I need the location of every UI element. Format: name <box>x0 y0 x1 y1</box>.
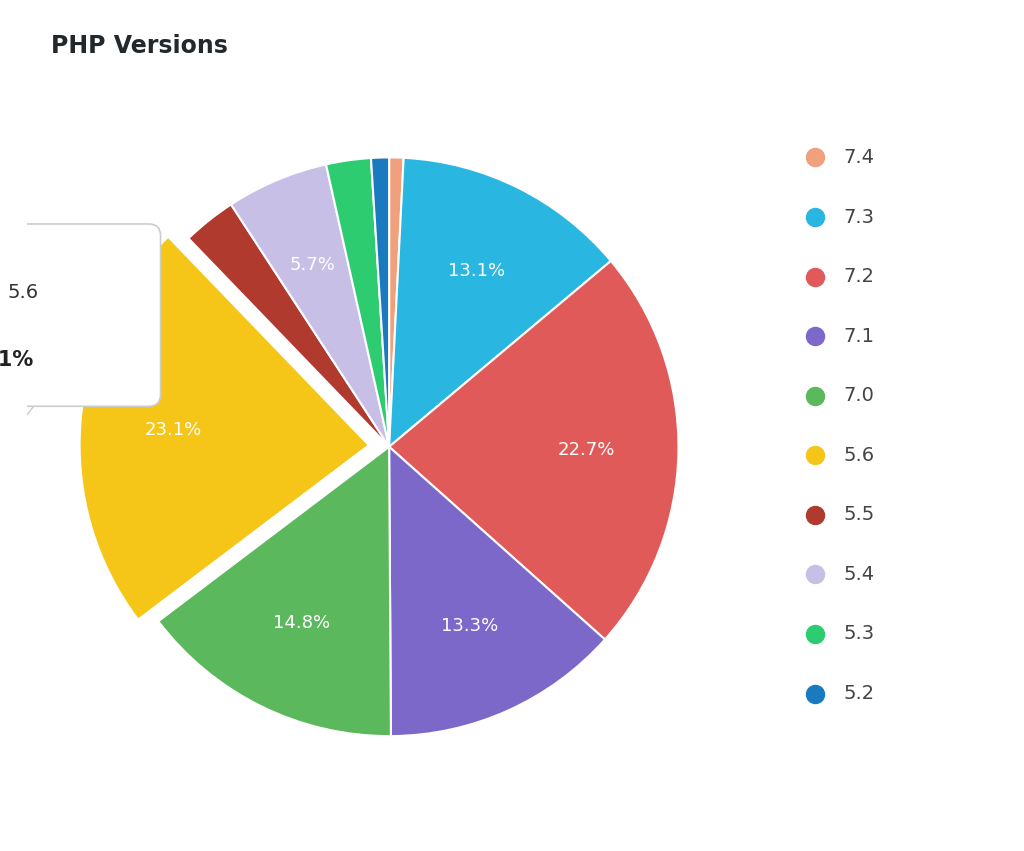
Text: 5.7%: 5.7% <box>290 256 336 275</box>
Wedge shape <box>389 447 605 736</box>
Wedge shape <box>371 157 389 447</box>
Text: 5.3: 5.3 <box>844 625 874 643</box>
Wedge shape <box>159 447 391 736</box>
Wedge shape <box>326 158 389 447</box>
Wedge shape <box>389 157 403 447</box>
Text: 7.1: 7.1 <box>844 327 874 346</box>
Text: 5.5: 5.5 <box>844 505 876 524</box>
Text: 5.2: 5.2 <box>844 684 874 703</box>
Text: 7.4: 7.4 <box>844 148 874 167</box>
Wedge shape <box>389 157 611 447</box>
Text: 23.1%: 23.1% <box>144 420 202 439</box>
Text: 5.6: 5.6 <box>844 446 874 465</box>
Text: 14.8%: 14.8% <box>273 614 331 632</box>
Wedge shape <box>231 164 389 447</box>
Text: PHP Versions: PHP Versions <box>51 34 228 58</box>
Text: 22.7%: 22.7% <box>557 441 614 459</box>
FancyBboxPatch shape <box>0 224 161 406</box>
Wedge shape <box>188 204 389 447</box>
Polygon shape <box>0 395 42 432</box>
Text: 7.3: 7.3 <box>844 208 874 226</box>
Wedge shape <box>389 261 679 639</box>
Text: 7.0: 7.0 <box>844 386 874 405</box>
Text: 7.2: 7.2 <box>844 267 874 286</box>
Text: 23.1%: 23.1% <box>0 350 33 369</box>
Text: 13.1%: 13.1% <box>449 261 506 280</box>
Text: 5.6: 5.6 <box>7 283 38 302</box>
Text: 13.3%: 13.3% <box>441 617 499 635</box>
Wedge shape <box>80 237 369 620</box>
Text: 5.4: 5.4 <box>844 565 874 584</box>
